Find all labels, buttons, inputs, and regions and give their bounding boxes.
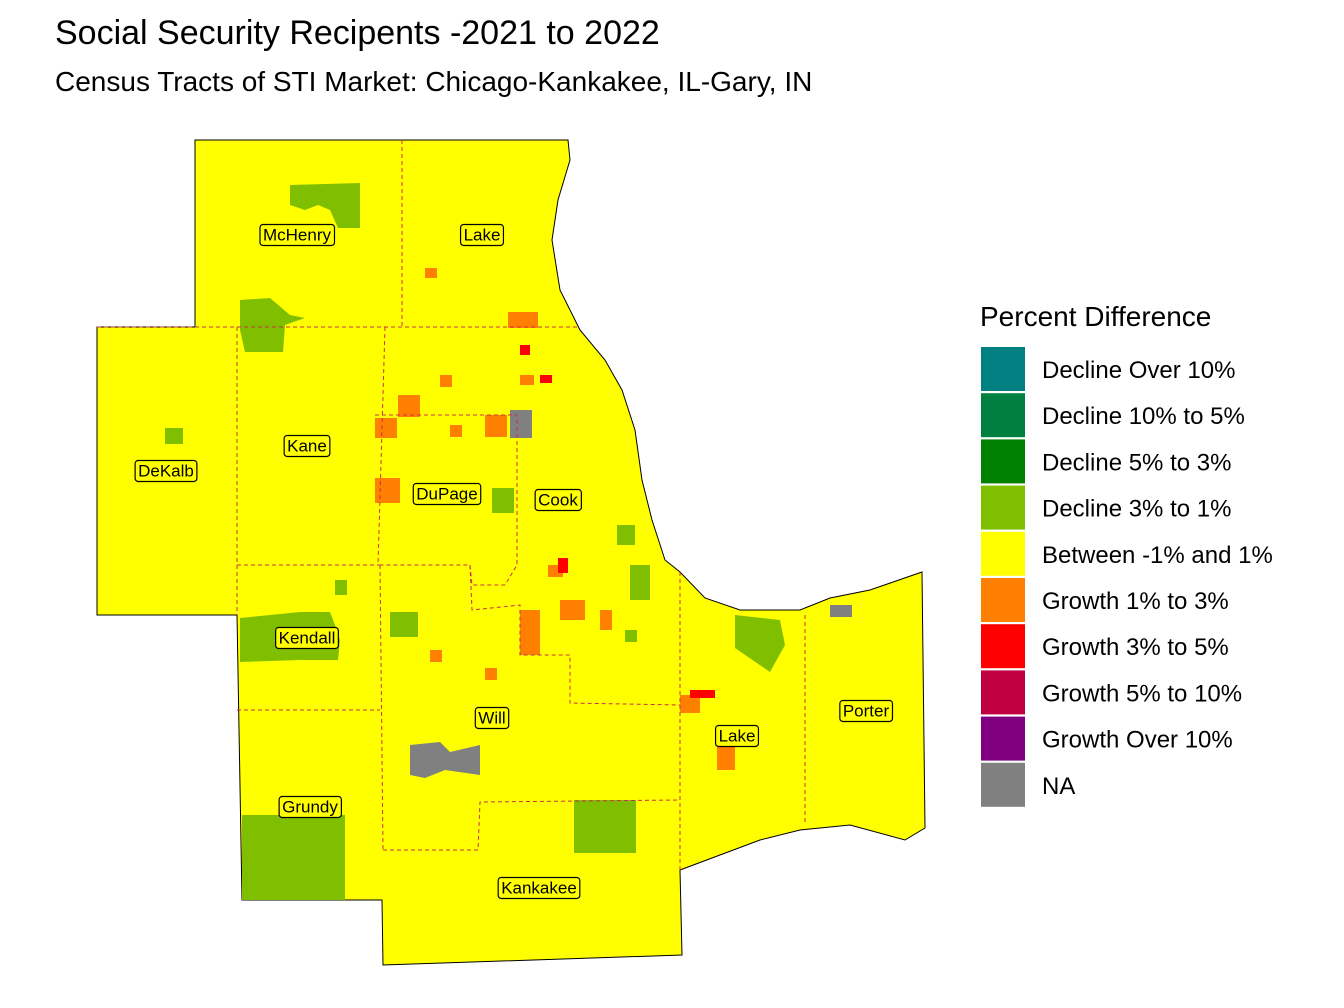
legend-swatch [981,578,1025,622]
legend-swatch [981,485,1025,530]
legend-title: Percent Difference [980,301,1211,332]
county-label: Will [478,708,505,727]
legend-label: Growth 1% to 3% [1042,588,1229,615]
legend-swatch [981,716,1025,761]
map: McHenry Lake Kane DeKalb DuPage Cook Ken… [96,139,926,966]
county-label: Lake [719,726,756,745]
legend-label: Decline Over 10% [1042,357,1235,384]
county-label-box [278,795,342,819]
legend-swatch [981,531,1025,576]
legend-label: Growth 5% to 10% [1042,680,1242,707]
county-label-box [497,876,581,900]
legend-label: Between -1% and 1% [1042,542,1273,569]
legend-swatch [981,624,1025,669]
county-label-box [474,706,510,730]
county-label-box [259,223,336,247]
county-label-box [412,482,482,506]
county-borders [97,140,806,870]
legend: Percent Difference Decline Over 10% Decli… [980,301,1273,807]
county-label: Kankakee [501,878,577,897]
legend-label: Decline 3% to 1% [1042,496,1231,523]
region [96,139,926,966]
county-label: McHenry [263,225,332,244]
county-label: Lake [464,225,501,244]
legend-label: Growth 3% to 5% [1042,634,1229,661]
tracts [165,183,852,900]
legend-label: Decline 5% to 3% [1042,449,1231,476]
county-label: Grundy [282,797,338,816]
legend-label: NA [1042,773,1075,800]
county-label-box [459,223,505,247]
county-label-box [275,626,339,650]
legend-swatch [981,347,1025,391]
county-label: Cook [538,490,578,509]
legend-label: Growth Over 10% [1042,727,1233,754]
title: Social Security Recipents -2021 to 2022 [55,14,660,52]
county-label-box [839,699,894,723]
county-label: Kane [287,436,327,455]
county-labels: McHenry Lake Kane DeKalb DuPage Cook Ken… [134,223,894,900]
legend-swatch [981,670,1025,715]
legend-swatch [981,439,1025,484]
subtitle: Census Tracts of STI Market: Chicago-Kan… [55,66,812,97]
legend-label: Decline 10% to 5% [1042,403,1245,430]
county-label: DeKalb [138,461,194,480]
county-label-box [534,488,582,512]
county-label: DuPage [416,484,477,503]
legend-swatch [981,393,1025,438]
county-label-box [283,434,331,458]
county-label-box [714,724,760,748]
county-label: Porter [843,701,890,720]
county-label-box [134,459,198,483]
legend-swatch [981,762,1025,807]
county-label: Kendall [279,628,336,647]
